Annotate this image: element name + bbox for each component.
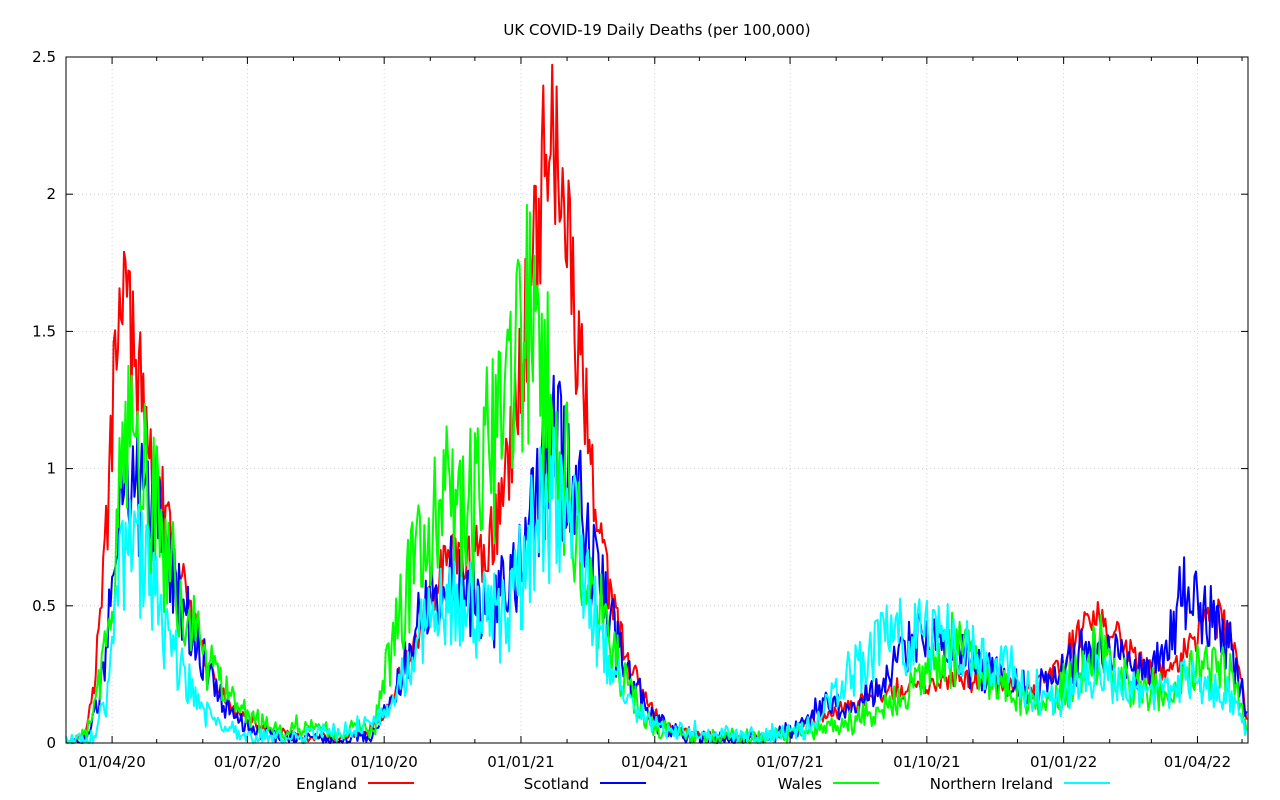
x-tick-label: 01/04/21 <box>621 753 688 771</box>
chart-title: UK COVID-19 Daily Deaths (per 100,000) <box>503 21 810 39</box>
x-tick-label: 01/04/20 <box>78 753 145 771</box>
axes: 0 0.5 1 1.5 2 2.5 01/04/20 01/07/20 01/10/20 01/0… <box>32 48 1248 771</box>
series-line-england <box>65 63 1248 744</box>
x-tick-label: 01/10/20 <box>350 753 417 771</box>
legend: England Scotland Wales Northern Ireland <box>296 775 1110 793</box>
x-tick-label: 01/04/22 <box>1164 753 1231 771</box>
y-tick-label: 1 <box>46 460 56 478</box>
y-tick-label: 0.5 <box>32 597 56 615</box>
y-tick-label: 0 <box>46 734 56 752</box>
series-line-northern-ireland <box>65 426 1248 744</box>
legend-label-scotland: Scotland <box>524 775 589 793</box>
x-tick-label: 01/07/21 <box>756 753 823 771</box>
x-tick-label: 01/01/22 <box>1030 753 1097 771</box>
series-layer <box>65 63 1248 744</box>
series-line-wales <box>65 203 1248 744</box>
legend-label-northern-ireland: Northern Ireland <box>930 775 1053 793</box>
plot-frame <box>65 56 1249 744</box>
y-tick-label: 2.5 <box>32 48 56 66</box>
legend-label-england: England <box>296 775 357 793</box>
x-tick-label: 01/07/20 <box>214 753 281 771</box>
grid <box>66 57 1248 743</box>
y-tick-label: 1.5 <box>32 322 56 340</box>
x-tick-label: 01/10/21 <box>893 753 960 771</box>
y-tick-label: 2 <box>46 185 56 203</box>
legend-label-wales: Wales <box>778 775 822 793</box>
x-tick-label: 01/01/21 <box>487 753 554 771</box>
